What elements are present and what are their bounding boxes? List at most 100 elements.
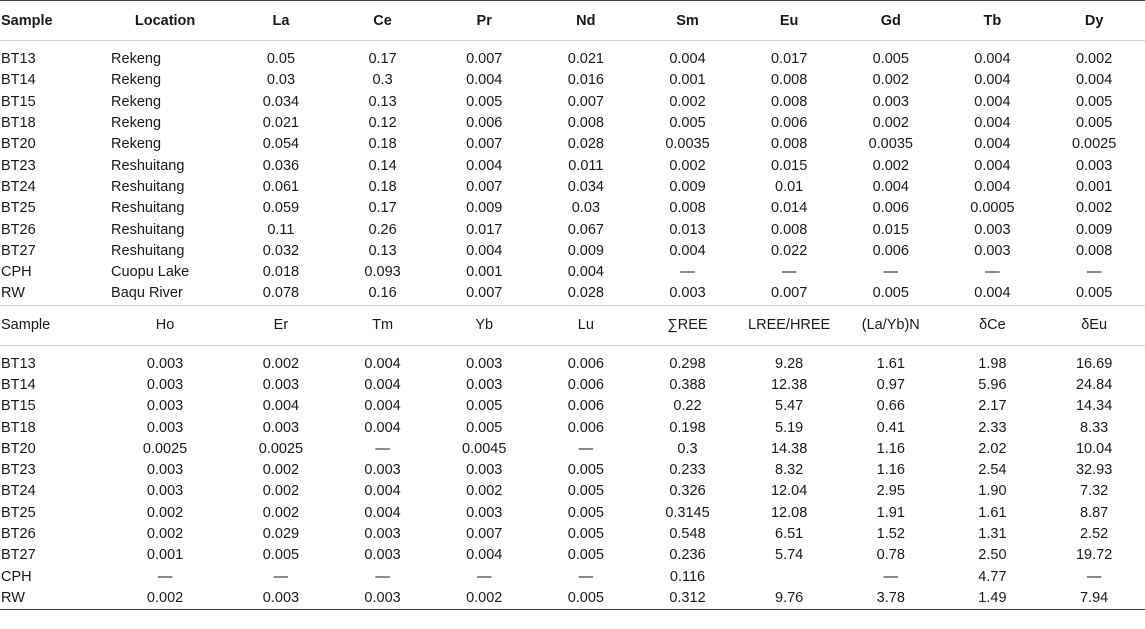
value-cell: 0.18 (368, 178, 397, 195)
value-cell: 14.38 (770, 440, 808, 457)
sample-cell: BT27 (1, 242, 36, 259)
location-cell: Reshuitang (111, 200, 185, 217)
table-row: BT14 0.003 0.003 0.004 0.003 0.006 0.388 12.38 0… (0, 375, 1145, 396)
value-cell: 9.28 (775, 355, 804, 372)
value-cell: 0.0025 (258, 440, 304, 457)
value-cell: 0.014 (770, 200, 808, 217)
column-header: Ce (331, 0, 434, 41)
value-cell: 0.009 (1075, 221, 1113, 238)
value-cell: 0.003 (669, 285, 706, 302)
column-header: Yb (433, 304, 536, 346)
sample-cell: BT18 (1, 115, 36, 132)
value-cell: 0.18 (368, 136, 397, 153)
value-cell: 1.90 (978, 483, 1007, 500)
table-row: BT26 0.002 0.029 0.003 0.007 0.005 0.548 6.51 1.… (0, 524, 1145, 545)
value-cell: 0.004 (567, 264, 604, 281)
column-header: Er (230, 304, 332, 346)
column-header: Lu (535, 304, 637, 346)
value-cell: 0.005 (567, 483, 604, 500)
value-cell: 0.003 (262, 419, 300, 436)
column-header: Eu (738, 0, 840, 41)
value-cell: 0.001 (146, 547, 184, 564)
sample-cell: BT13 (1, 51, 36, 68)
value-cell: 0.003 (230, 587, 332, 611)
value-cell: 8.33 (1080, 419, 1109, 436)
value-cell: 0.003 (146, 398, 184, 415)
sample-cell: BT23 (1, 157, 36, 174)
value-cell: 0.004 (974, 285, 1011, 302)
value-cell: 0.007 (567, 93, 604, 110)
value-cell (738, 567, 840, 588)
sample-cell: BT25 (1, 200, 36, 217)
value-cell: 1.49 (941, 587, 1044, 611)
table-row: BT23 0.003 0.002 0.003 0.003 0.005 0.233 8.32 1.… (0, 460, 1145, 481)
table-row: BT18 0.003 0.003 0.004 0.005 0.006 0.198 5.19 0.… (0, 417, 1145, 438)
value-cell: 0.004 (364, 504, 401, 521)
value-cell: 0.009 (466, 200, 503, 217)
spacer-cell (0, 345, 1145, 354)
location-cell: Reshuitang (111, 178, 185, 195)
value-cell: 0.17 (368, 51, 397, 68)
value-cell: 8.32 (775, 462, 804, 479)
value-cell: 0.0035 (868, 136, 913, 153)
value-cell: 0.001 (669, 72, 706, 89)
value-cell: 0.004 (364, 355, 401, 372)
table-row: BT26 Reshuitang 0.11 0.26 0.017 0.067 0.013 0.0… (0, 219, 1145, 240)
value-cell: 0.005 (1075, 285, 1113, 302)
value-cell: 0.005 (669, 115, 706, 132)
value-cell: 1.61 (876, 355, 905, 372)
value-cell: — (1086, 264, 1102, 281)
value-cell: — (883, 264, 899, 281)
sample-cell: BT20 (1, 440, 36, 457)
value-cell: 0.13 (368, 242, 397, 259)
header-row-secondary: Sample Ho Er Tm Yb Lu ∑REE LREE/HREE (La/Yb)N δCe… (0, 304, 1145, 346)
column-header: Tm (331, 304, 434, 346)
location-cell: Rekeng (111, 136, 162, 153)
location-cell: Reshuitang (111, 221, 185, 238)
value-cell: 0.002 (872, 115, 909, 132)
value-cell: 0.3 (372, 72, 393, 89)
value-cell: 0.004 (974, 178, 1011, 195)
value-cell: 0.005 (535, 587, 637, 611)
value-cell: 0.004 (364, 398, 401, 415)
table-row: BT20 Rekeng 0.054 0.18 0.007 0.028 0.0035 0.008… (0, 134, 1145, 155)
value-cell: 0.004 (974, 115, 1011, 132)
value-cell: 5.96 (978, 377, 1007, 393)
value-cell: — (985, 264, 1000, 281)
value-cell: 0.004 (872, 178, 909, 195)
value-cell: 0.004 (669, 242, 706, 259)
value-cell: 0.66 (876, 398, 905, 415)
value-cell: 0.006 (567, 398, 604, 415)
value-cell: 0.01 (775, 178, 804, 195)
column-header: ∑REE (636, 304, 739, 346)
column-header: La (230, 0, 332, 41)
column-header: Sm (636, 0, 739, 41)
value-cell: 0.003 (364, 547, 401, 564)
value-cell: — (680, 264, 695, 281)
value-cell: 0.004 (974, 136, 1011, 153)
value-cell: 0.003 (146, 377, 184, 393)
column-header: Sample (0, 0, 101, 41)
value-cell: — (375, 440, 390, 457)
value-cell: 0.004 (974, 72, 1011, 89)
value-cell: — (1086, 568, 1102, 585)
value-cell: 0.003 (146, 483, 184, 500)
table-row: BT27 Reshuitang 0.032 0.13 0.004 0.009 0.004 0.… (0, 241, 1145, 262)
sample-cell: BT18 (1, 419, 36, 436)
table-row: CPH Cuopu Lake 0.018 0.093 0.001 0.004 — — — — — (0, 262, 1145, 283)
value-cell: 0.002 (466, 483, 503, 500)
value-cell: 0.003 (466, 504, 503, 521)
value-cell: 0.015 (872, 221, 909, 238)
value-cell: 0.004 (1075, 72, 1113, 89)
value-cell: 1.61 (978, 504, 1007, 521)
value-cell: 0.05 (266, 51, 296, 68)
value-cell: 0.008 (567, 115, 604, 132)
value-cell: — (578, 568, 594, 585)
value-cell: 0.004 (466, 72, 503, 89)
value-cell: 2.33 (978, 419, 1007, 436)
value-cell: 0.03 (266, 72, 296, 89)
table-row: RW Baqu River 0.078 0.16 0.007 0.028 0.003 0.00… (0, 283, 1145, 305)
value-cell: 12.08 (770, 504, 808, 521)
value-cell: 5.74 (775, 547, 804, 564)
sample-cell: BT15 (1, 398, 36, 415)
